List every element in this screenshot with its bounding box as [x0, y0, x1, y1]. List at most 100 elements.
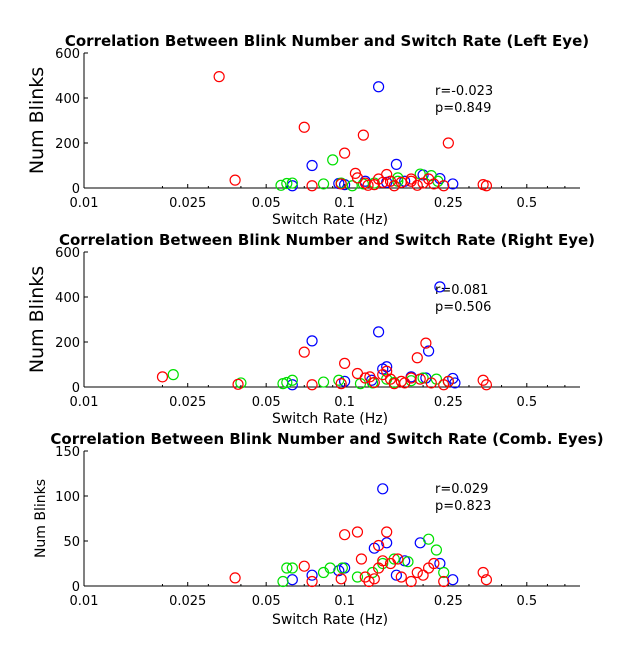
red-data-point — [399, 377, 411, 389]
green-data-point — [281, 177, 293, 190]
x-axis-label: Switch Rate (Hz) — [272, 612, 388, 628]
y-axis-label: Num Blinks — [33, 479, 49, 558]
x-tick-label: 0.25 — [434, 196, 463, 211]
green-data-point — [423, 533, 435, 545]
red-data-point — [355, 553, 368, 565]
red-data-point — [372, 173, 385, 185]
blue-data-point — [381, 537, 393, 549]
red-data-point — [388, 180, 400, 192]
x-tick-label: 0.025 — [169, 196, 206, 211]
y-tick-label: 0 — [72, 381, 80, 396]
blue-data-point — [447, 574, 459, 586]
red-data-point — [425, 377, 437, 389]
blue-data-point — [447, 178, 459, 190]
blue-data-point — [372, 326, 385, 338]
green-data-point — [324, 562, 336, 574]
y-tick-label: 600 — [55, 246, 80, 261]
red-data-point — [438, 575, 450, 588]
y-tick-label: 400 — [55, 291, 80, 306]
y-tick-label: 100 — [55, 490, 80, 505]
chart-title: Correlation Between Blink Number and Swi… — [65, 32, 589, 50]
green-data-point — [425, 170, 437, 182]
red-data-point — [306, 575, 318, 588]
red-data-point — [229, 572, 241, 584]
x-tick-label: 0.05 — [252, 395, 281, 410]
blue-data-point — [306, 569, 318, 581]
blue-data-point — [434, 281, 446, 293]
red-data-point — [438, 180, 450, 192]
red-data-point — [417, 569, 429, 581]
blue-data-point — [372, 81, 385, 93]
red-data-point — [359, 372, 371, 384]
y-tick-label: 600 — [55, 47, 80, 62]
red-data-point — [339, 357, 351, 369]
x-tick-label: 0.025 — [169, 594, 206, 609]
red-data-point — [351, 172, 364, 184]
green-data-point — [281, 376, 293, 389]
blue-data-point — [286, 180, 298, 192]
blue-data-point — [286, 574, 298, 586]
y-axis-label: Num Blinks — [26, 266, 48, 373]
blue-data-point — [423, 345, 435, 357]
x-tick-label: 0.05 — [252, 594, 281, 609]
red-data-point — [335, 573, 347, 585]
red-data-point — [156, 371, 169, 383]
x-axis-label: Switch Rate (Hz) — [272, 212, 388, 228]
blue-data-point — [390, 569, 403, 581]
red-data-point — [405, 575, 417, 588]
x-tick-label: 0.01 — [70, 395, 99, 410]
x-tick-label: 0.01 — [70, 594, 99, 609]
red-data-point — [405, 372, 417, 384]
green-data-point — [346, 180, 358, 192]
y-tick-label: 0 — [72, 580, 80, 595]
red-data-point — [428, 557, 440, 570]
x-tick-label: 0.5 — [516, 594, 537, 609]
x-tick-label: 0.25 — [434, 594, 463, 609]
x-axis-label: Switch Rate (Hz) — [272, 411, 388, 427]
x-tick-label: 0.25 — [434, 395, 463, 410]
green-data-point — [286, 177, 298, 189]
y-tick-label: 400 — [55, 92, 80, 107]
chart-title: Correlation Between Blink Number and Swi… — [59, 231, 595, 249]
green-data-point — [317, 178, 330, 190]
green-data-point — [275, 179, 287, 191]
x-tick-label: 0.5 — [516, 196, 537, 211]
red-data-point — [381, 526, 393, 538]
x-tick-label: 0.05 — [252, 196, 281, 211]
y-tick-label: 200 — [55, 336, 80, 351]
correlation-stat: p=0.849 — [435, 101, 491, 116]
red-data-point — [335, 378, 347, 390]
red-data-point — [414, 373, 426, 385]
red-data-point — [377, 555, 389, 567]
blue-data-point — [390, 158, 403, 170]
blue-data-point — [306, 159, 318, 172]
red-data-point — [306, 180, 318, 192]
correlation-stat: r=0.081 — [435, 283, 488, 298]
red-data-point — [213, 71, 225, 83]
red-data-point — [411, 352, 423, 364]
y-axis-label: Num Blinks — [26, 67, 48, 174]
green-data-point — [333, 374, 345, 386]
red-data-point — [306, 379, 318, 391]
red-data-point — [351, 526, 364, 538]
x-tick-label: 0.1 — [334, 594, 355, 609]
red-data-point — [480, 574, 493, 586]
green-data-point — [336, 562, 348, 574]
correlation-stat: p=0.823 — [435, 499, 491, 514]
red-data-point — [405, 173, 417, 185]
green-data-point — [327, 154, 339, 166]
blue-data-point — [449, 377, 461, 389]
green-data-point — [351, 571, 364, 583]
correlation-stat: p=0.506 — [435, 300, 491, 315]
x-tick-label: 0.5 — [516, 395, 537, 410]
red-data-point — [477, 566, 489, 579]
red-data-point — [392, 553, 404, 565]
green-data-point — [167, 369, 179, 381]
red-data-point — [411, 566, 423, 579]
x-tick-label: 0.1 — [334, 196, 355, 211]
green-data-point — [438, 566, 450, 579]
red-data-point — [335, 178, 347, 190]
red-data-point — [368, 376, 380, 389]
